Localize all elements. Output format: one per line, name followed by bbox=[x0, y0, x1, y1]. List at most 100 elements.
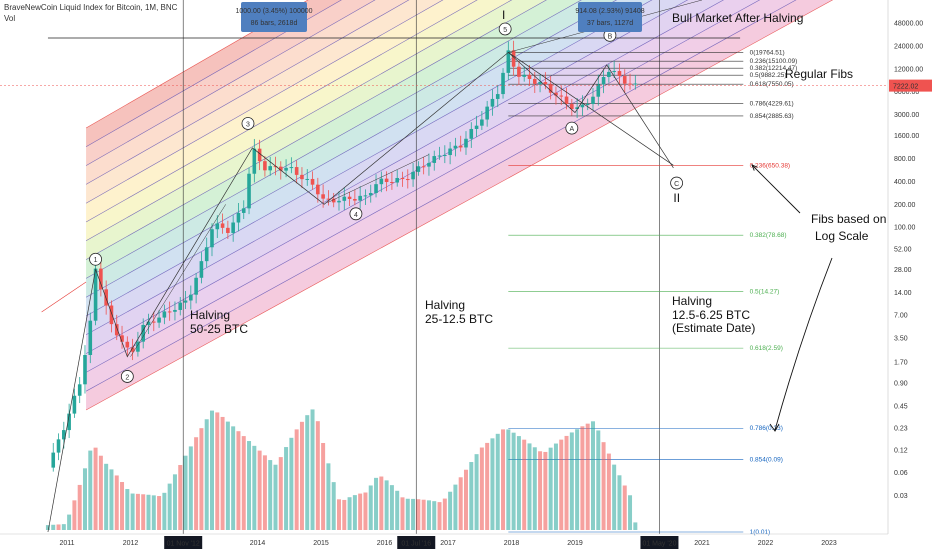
volume-bar bbox=[88, 450, 93, 530]
volume-bar bbox=[400, 497, 405, 530]
date-badge bbox=[397, 536, 436, 549]
y-tick-label: 0.03 bbox=[894, 493, 908, 500]
fib-label: 0.618(7550.05) bbox=[750, 81, 794, 88]
annotation-halving-1-line1: Halving bbox=[190, 308, 230, 322]
candle-body bbox=[77, 384, 82, 396]
candle-body bbox=[358, 195, 362, 201]
measure-box-line2: 86 bars, 2618d bbox=[251, 20, 298, 27]
volume-bar bbox=[606, 453, 611, 530]
y-tick-label: 1600.00 bbox=[894, 133, 919, 140]
candle-body bbox=[432, 156, 437, 163]
fib-label: 0.382(78.68) bbox=[750, 232, 787, 239]
arrow-to-fib-bottom-head bbox=[769, 423, 780, 432]
volume-bar bbox=[225, 421, 230, 530]
volume-bar bbox=[585, 423, 590, 530]
x-tick-label: 2021 bbox=[694, 540, 710, 547]
volume-bar bbox=[146, 494, 151, 530]
x-tick-label: 2011 bbox=[59, 540, 74, 547]
y-tick-label: 100.00 bbox=[894, 225, 916, 232]
candle-body bbox=[62, 430, 66, 440]
volume-bar bbox=[321, 443, 326, 530]
volume-bar bbox=[194, 437, 199, 530]
candle-body bbox=[448, 148, 452, 156]
wave-label-3: 3 bbox=[246, 121, 250, 128]
volume-bar bbox=[453, 484, 458, 530]
volume-bar bbox=[114, 475, 119, 530]
candle-body bbox=[125, 341, 130, 348]
candle-body bbox=[596, 84, 601, 97]
arrow-to-fib-bottom bbox=[774, 257, 833, 431]
channel-line bbox=[85, 0, 834, 411]
candle-body bbox=[88, 320, 93, 356]
channel-line bbox=[85, 0, 444, 204]
candle-body bbox=[580, 104, 585, 108]
volume-bar bbox=[448, 491, 453, 530]
volume-bar bbox=[336, 499, 341, 530]
volume-bar bbox=[167, 483, 172, 530]
candle-body bbox=[548, 84, 553, 93]
volume-bar bbox=[506, 429, 511, 530]
volume-bar bbox=[564, 435, 569, 530]
volume-bar bbox=[289, 437, 294, 530]
volume-bar bbox=[104, 463, 109, 530]
x-tick-label: 2015 bbox=[313, 540, 329, 547]
y-tick-label: 7.00 bbox=[894, 313, 908, 320]
volume-bar bbox=[548, 447, 553, 530]
volume-bar bbox=[580, 426, 585, 530]
candle-body bbox=[342, 196, 347, 201]
candle-body bbox=[104, 289, 108, 306]
candle-body bbox=[612, 71, 616, 73]
candle-body bbox=[146, 321, 151, 325]
volume-bar bbox=[432, 501, 437, 530]
volume-bar bbox=[395, 490, 400, 530]
fib-label: 0.786(4229.61) bbox=[750, 100, 794, 107]
candle-body bbox=[559, 95, 564, 97]
volume-bar bbox=[501, 429, 506, 530]
date-badge bbox=[164, 536, 203, 549]
candle-body bbox=[585, 104, 590, 106]
channel-line bbox=[85, 0, 410, 185]
volume-bar bbox=[331, 482, 336, 530]
last-price-badge bbox=[889, 79, 932, 92]
channel-line bbox=[85, 0, 513, 242]
candle-body bbox=[241, 208, 246, 213]
candle-body bbox=[506, 50, 511, 73]
candle-body bbox=[390, 182, 394, 184]
x-tick-label: 2022 bbox=[758, 540, 774, 547]
channel-line bbox=[85, 0, 797, 392]
candle-body bbox=[199, 261, 204, 278]
volume-bar bbox=[374, 477, 379, 530]
candle-body bbox=[517, 66, 521, 77]
y-tick-label: 14.00 bbox=[894, 290, 912, 297]
volume-bar bbox=[437, 502, 442, 530]
volume-bar bbox=[257, 450, 262, 530]
candle-body bbox=[310, 178, 315, 185]
volume-bar bbox=[522, 439, 527, 530]
volume-bar bbox=[326, 463, 331, 530]
annotation-halving-3-line1: Halving bbox=[672, 294, 712, 308]
volume-bar bbox=[120, 482, 125, 530]
candle-body bbox=[51, 452, 56, 468]
wave-label-circle bbox=[241, 117, 255, 130]
channel-line bbox=[85, 0, 547, 260]
candle-body bbox=[480, 119, 484, 126]
candle-body bbox=[257, 148, 262, 162]
candle-body bbox=[252, 148, 257, 174]
y-tick-label: 0.90 bbox=[894, 381, 908, 388]
volume-bar bbox=[442, 498, 447, 530]
y-tick-label: 0.12 bbox=[894, 447, 908, 454]
fib-label: 0.786(0.23) bbox=[750, 425, 783, 432]
volume-bar bbox=[405, 498, 410, 530]
volume-bar bbox=[199, 428, 204, 530]
wave-label-circle bbox=[498, 22, 512, 36]
volume-bar bbox=[601, 442, 606, 530]
channel-line bbox=[85, 0, 582, 279]
candle-body bbox=[405, 179, 410, 181]
volume-bar bbox=[416, 499, 421, 530]
volume-bar bbox=[596, 430, 601, 530]
volume-bar bbox=[463, 469, 468, 530]
candle-body bbox=[215, 223, 220, 230]
volume-bar bbox=[252, 445, 257, 530]
measure-box-line2: 37 bars, 1127d bbox=[587, 20, 633, 27]
